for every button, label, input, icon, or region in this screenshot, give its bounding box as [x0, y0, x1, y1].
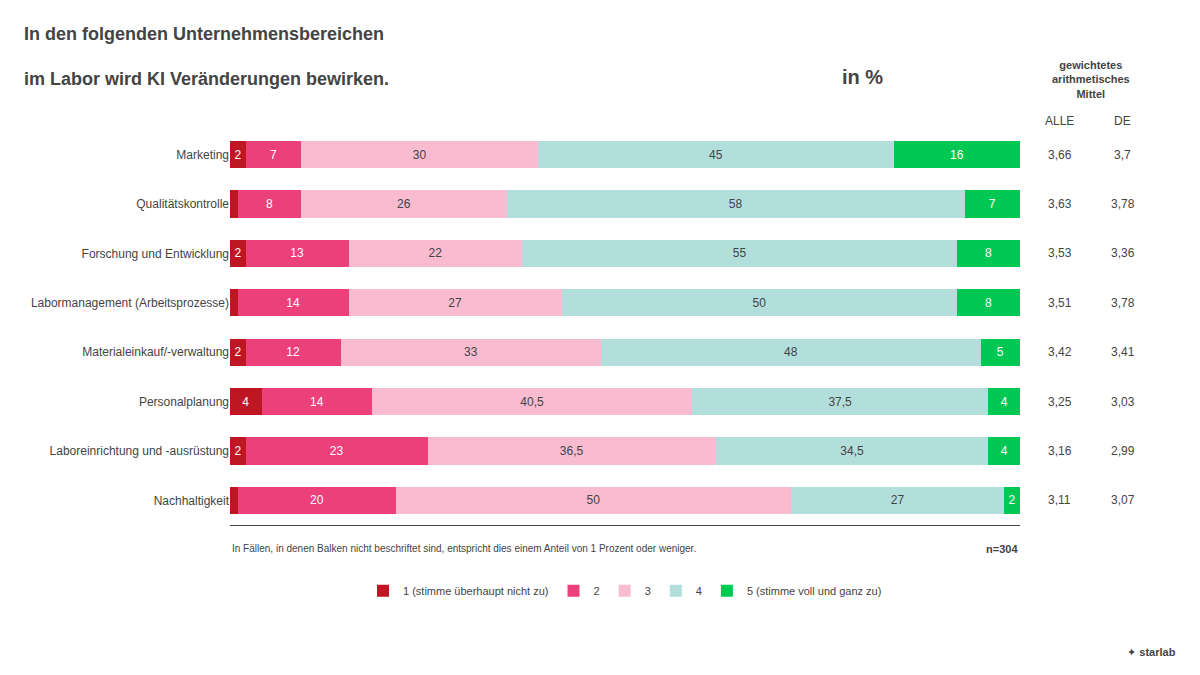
- svg-text:58: 58: [729, 197, 743, 211]
- svg-text:2: 2: [234, 444, 241, 458]
- svg-text:30: 30: [413, 148, 427, 162]
- svg-text:1 (stimme überhaupt nicht zu): 1 (stimme überhaupt nicht zu): [403, 585, 549, 597]
- svg-text:DE: DE: [1114, 114, 1131, 128]
- svg-text:3,7: 3,7: [1114, 148, 1131, 162]
- svg-text:36,5: 36,5: [560, 444, 584, 458]
- svg-text:26: 26: [397, 197, 411, 211]
- svg-text:48: 48: [784, 345, 798, 359]
- svg-text:3,51: 3,51: [1048, 296, 1072, 310]
- svg-text:14: 14: [286, 296, 300, 310]
- svg-text:Marketing: Marketing: [176, 148, 229, 162]
- svg-text:5 (stimme voll und ganz zu): 5 (stimme voll und ganz zu): [747, 585, 882, 597]
- svg-text:3,66: 3,66: [1048, 148, 1072, 162]
- svg-text:3,78: 3,78: [1111, 197, 1135, 211]
- svg-text:8: 8: [266, 197, 273, 211]
- svg-text:3,03: 3,03: [1111, 395, 1135, 409]
- svg-text:3,42: 3,42: [1048, 345, 1072, 359]
- svg-text:3,78: 3,78: [1111, 296, 1135, 310]
- svg-text:7: 7: [270, 148, 277, 162]
- svg-text:7: 7: [989, 197, 996, 211]
- svg-text:14: 14: [310, 395, 324, 409]
- svg-text:37,5: 37,5: [828, 395, 852, 409]
- svg-text:20: 20: [310, 493, 324, 507]
- svg-text:2: 2: [594, 585, 600, 597]
- svg-text:2: 2: [1009, 493, 1016, 507]
- svg-text:50: 50: [587, 493, 601, 507]
- svg-text:2: 2: [234, 148, 241, 162]
- svg-text:in %: in %: [842, 66, 883, 88]
- svg-text:3,53: 3,53: [1048, 246, 1072, 260]
- svg-text:8: 8: [985, 246, 992, 260]
- svg-text:In Fällen, in denen Balken nic: In Fällen, in denen Balken nicht beschri…: [232, 543, 696, 554]
- svg-text:23: 23: [330, 444, 344, 458]
- svg-text:33: 33: [464, 345, 478, 359]
- svg-text:Laboreinrichtung und -ausrüstu: Laboreinrichtung und -ausrüstung: [50, 444, 229, 458]
- svg-text:4: 4: [696, 585, 702, 597]
- svg-text:3,41: 3,41: [1111, 345, 1135, 359]
- svg-text:4: 4: [1001, 444, 1008, 458]
- svg-text:Personalplanung: Personalplanung: [139, 395, 229, 409]
- svg-text:3,11: 3,11: [1048, 493, 1071, 507]
- svg-text:Nachhaltigkeit: Nachhaltigkeit: [154, 494, 230, 508]
- svg-text:Qualitätskontrolle: Qualitätskontrolle: [136, 197, 229, 211]
- svg-text:gewichtetesarithmetischesMitte: gewichtetesarithmetischesMittel: [1052, 59, 1130, 100]
- svg-text:Forschung und Entwicklung: Forschung und Entwicklung: [82, 247, 229, 261]
- svg-text:5: 5: [997, 345, 1004, 359]
- svg-text:12: 12: [286, 345, 300, 359]
- svg-text:3,63: 3,63: [1048, 197, 1072, 211]
- svg-text:4: 4: [242, 395, 249, 409]
- svg-text:3: 3: [645, 585, 651, 597]
- svg-text:34,5: 34,5: [840, 444, 864, 458]
- svg-text:3,16: 3,16: [1048, 444, 1072, 458]
- svg-text:ALLE: ALLE: [1045, 114, 1074, 128]
- svg-text:2,99: 2,99: [1111, 444, 1135, 458]
- svg-text:2: 2: [234, 246, 241, 260]
- svg-text:In den folgenden Unternehmensb: In den folgenden Unternehmensbereichen: [24, 24, 384, 44]
- svg-text:22: 22: [429, 246, 443, 260]
- svg-text:im Labor wird KI Veränderungen: im Labor wird KI Veränderungen bewirken.: [24, 69, 389, 89]
- svg-text:Labormanagement (Arbeitsprozes: Labormanagement (Arbeitsprozesse): [31, 296, 229, 310]
- svg-text:8: 8: [985, 296, 992, 310]
- svg-text:2: 2: [234, 345, 241, 359]
- svg-text:16: 16: [950, 148, 964, 162]
- svg-text:55: 55: [733, 246, 747, 260]
- svg-text:n=304: n=304: [986, 543, 1018, 555]
- svg-text:13: 13: [290, 246, 304, 260]
- svg-text:27: 27: [448, 296, 462, 310]
- svg-text:50: 50: [752, 296, 766, 310]
- svg-text:✦ starlab: ✦ starlab: [1127, 646, 1176, 658]
- svg-text:3,25: 3,25: [1048, 395, 1072, 409]
- svg-text:27: 27: [891, 493, 905, 507]
- svg-text:3,36: 3,36: [1111, 246, 1135, 260]
- svg-text:Materialeinkauf/-verwaltung: Materialeinkauf/-verwaltung: [82, 345, 229, 359]
- svg-text:45: 45: [709, 148, 723, 162]
- svg-text:40,5: 40,5: [520, 395, 544, 409]
- svg-text:4: 4: [1001, 395, 1008, 409]
- svg-text:3,07: 3,07: [1111, 493, 1135, 507]
